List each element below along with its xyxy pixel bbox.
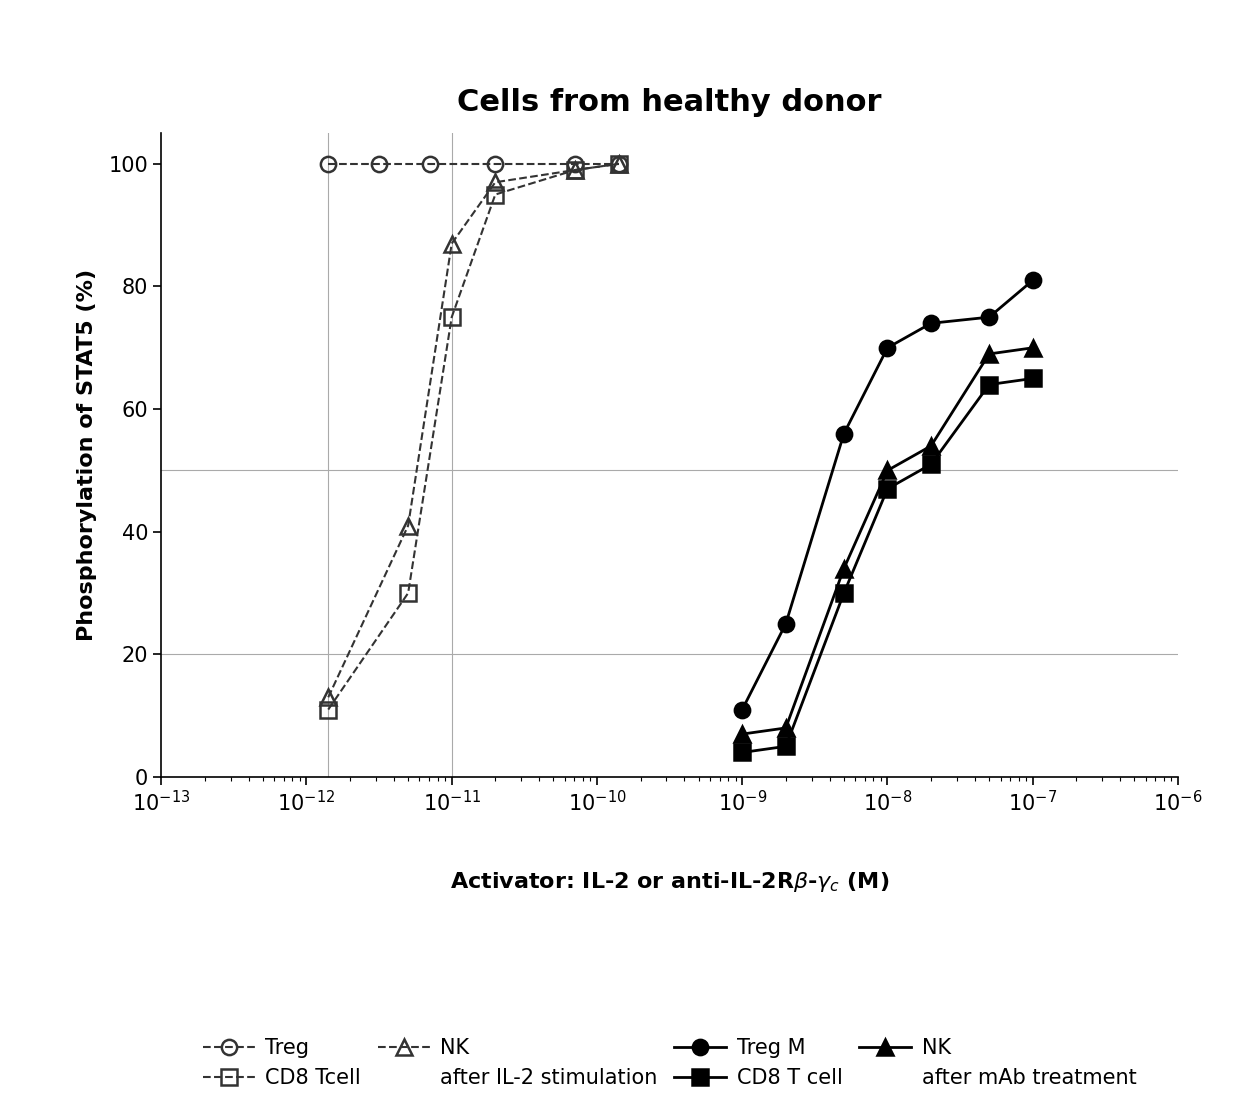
- Y-axis label: Phosphorylation of STAT5 (%): Phosphorylation of STAT5 (%): [77, 269, 97, 642]
- Title: Cells from healthy donor: Cells from healthy donor: [458, 88, 882, 117]
- Text: Activator: IL-2 or anti-IL-2R$\beta$-$\gamma_c$ (M): Activator: IL-2 or anti-IL-2R$\beta$-$\g…: [450, 870, 889, 895]
- Legend: Treg, CD8 Tcell, NK, after IL-2 stimulation, Treg M, CD8 T cell, NK, after mAb t: Treg, CD8 Tcell, NK, after IL-2 stimulat…: [202, 1038, 1137, 1089]
